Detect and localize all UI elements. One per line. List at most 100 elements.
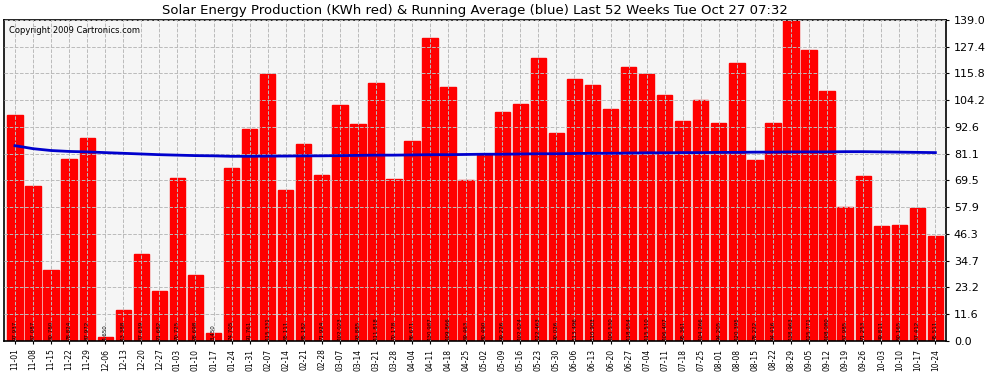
Text: 102.023: 102.023 [338, 317, 343, 340]
Bar [621, 67, 637, 341]
Text: 3.450: 3.450 [211, 324, 216, 340]
Bar [350, 124, 365, 341]
Text: 57.985: 57.985 [842, 321, 847, 340]
Text: 67.087: 67.087 [31, 321, 36, 340]
Text: 78.222: 78.222 [752, 321, 757, 340]
Text: 37.639: 37.639 [139, 321, 144, 340]
Bar [441, 87, 455, 341]
Bar [801, 50, 817, 341]
Text: 94.416: 94.416 [770, 321, 775, 340]
Bar [747, 160, 762, 341]
Text: 111.818: 111.818 [373, 317, 378, 340]
Text: 69.463: 69.463 [463, 321, 468, 340]
Bar [548, 133, 564, 341]
Bar [711, 123, 727, 341]
Bar [7, 115, 23, 341]
Text: 28.698: 28.698 [193, 321, 198, 340]
Bar [675, 121, 690, 341]
Text: 45.511: 45.511 [933, 321, 938, 340]
Bar [928, 236, 943, 341]
Bar [783, 20, 799, 341]
Bar [134, 254, 148, 341]
Text: 30.780: 30.780 [49, 321, 53, 340]
Text: 21.682: 21.682 [156, 321, 162, 340]
Text: 106.407: 106.407 [662, 317, 667, 340]
Text: 71.253: 71.253 [860, 321, 865, 340]
Text: 94.205: 94.205 [717, 321, 722, 340]
Bar [657, 95, 672, 341]
Text: 118.654: 118.654 [626, 317, 631, 340]
Bar [206, 333, 221, 341]
Text: Copyright 2009 Cartronics.com: Copyright 2009 Cartronics.com [9, 26, 140, 35]
Bar [730, 63, 744, 341]
Text: 102.624: 102.624 [518, 317, 523, 340]
Bar [278, 190, 293, 341]
Text: 80.490: 80.490 [482, 321, 487, 340]
Text: 122.463: 122.463 [536, 317, 541, 340]
Text: 100.530: 100.530 [608, 317, 613, 340]
Text: 115.331: 115.331 [265, 317, 270, 340]
Text: 104.266: 104.266 [698, 317, 703, 340]
Bar [603, 109, 618, 341]
Title: Solar Energy Production (KWh red) & Running Average (blue) Last 52 Weeks Tue Oct: Solar Energy Production (KWh red) & Runn… [162, 4, 788, 17]
Text: 97.937: 97.937 [13, 321, 18, 340]
Text: 125.771: 125.771 [807, 317, 812, 340]
Text: 49.811: 49.811 [879, 321, 884, 340]
Bar [296, 144, 312, 341]
Bar [61, 159, 77, 341]
Bar [333, 105, 347, 341]
Text: 138.963: 138.963 [788, 317, 794, 340]
Text: 108.080: 108.080 [825, 317, 830, 340]
Bar [910, 208, 925, 341]
Bar [566, 79, 582, 341]
Bar [26, 186, 41, 341]
Bar [79, 138, 95, 341]
Text: 115.510: 115.510 [644, 317, 649, 340]
Bar [513, 104, 528, 341]
Text: 70.725: 70.725 [175, 321, 180, 340]
Bar [495, 112, 510, 341]
Text: 110.903: 110.903 [590, 317, 595, 340]
Bar [531, 58, 546, 341]
Text: 74.705: 74.705 [229, 321, 234, 340]
Text: 65.111: 65.111 [283, 321, 288, 340]
Text: 86.671: 86.671 [410, 321, 415, 340]
Bar [585, 85, 600, 341]
Text: 91.761: 91.761 [248, 321, 252, 340]
Bar [188, 274, 203, 341]
Text: 13.388: 13.388 [121, 321, 126, 340]
Bar [765, 123, 781, 341]
Bar [368, 82, 383, 341]
Bar [693, 100, 709, 341]
Text: 78.824: 78.824 [66, 321, 71, 340]
Text: 95.361: 95.361 [680, 321, 685, 340]
Bar [116, 310, 131, 341]
Text: 57.412: 57.412 [915, 321, 920, 340]
Bar [639, 74, 654, 341]
Bar [423, 38, 438, 341]
Bar [476, 155, 492, 341]
Bar [314, 175, 330, 341]
Bar [44, 270, 58, 341]
Text: 1.650: 1.650 [103, 324, 108, 340]
Bar [892, 225, 907, 341]
Bar [404, 141, 420, 341]
Bar [242, 129, 257, 341]
Bar [224, 168, 240, 341]
Text: 90.026: 90.026 [553, 321, 559, 340]
Bar [151, 291, 167, 341]
Text: 70.178: 70.178 [391, 321, 396, 340]
Text: 99.226: 99.226 [500, 321, 505, 340]
Bar [386, 179, 402, 341]
Text: 50.165: 50.165 [897, 321, 902, 340]
Text: 93.885: 93.885 [355, 321, 360, 340]
Bar [838, 207, 852, 341]
Text: 87.972: 87.972 [85, 321, 90, 340]
Bar [820, 91, 835, 341]
Bar [873, 226, 889, 341]
Bar [98, 337, 113, 341]
Bar [260, 74, 275, 341]
Bar [458, 180, 474, 341]
Text: 113.496: 113.496 [572, 317, 577, 340]
Text: 85.182: 85.182 [301, 321, 306, 340]
